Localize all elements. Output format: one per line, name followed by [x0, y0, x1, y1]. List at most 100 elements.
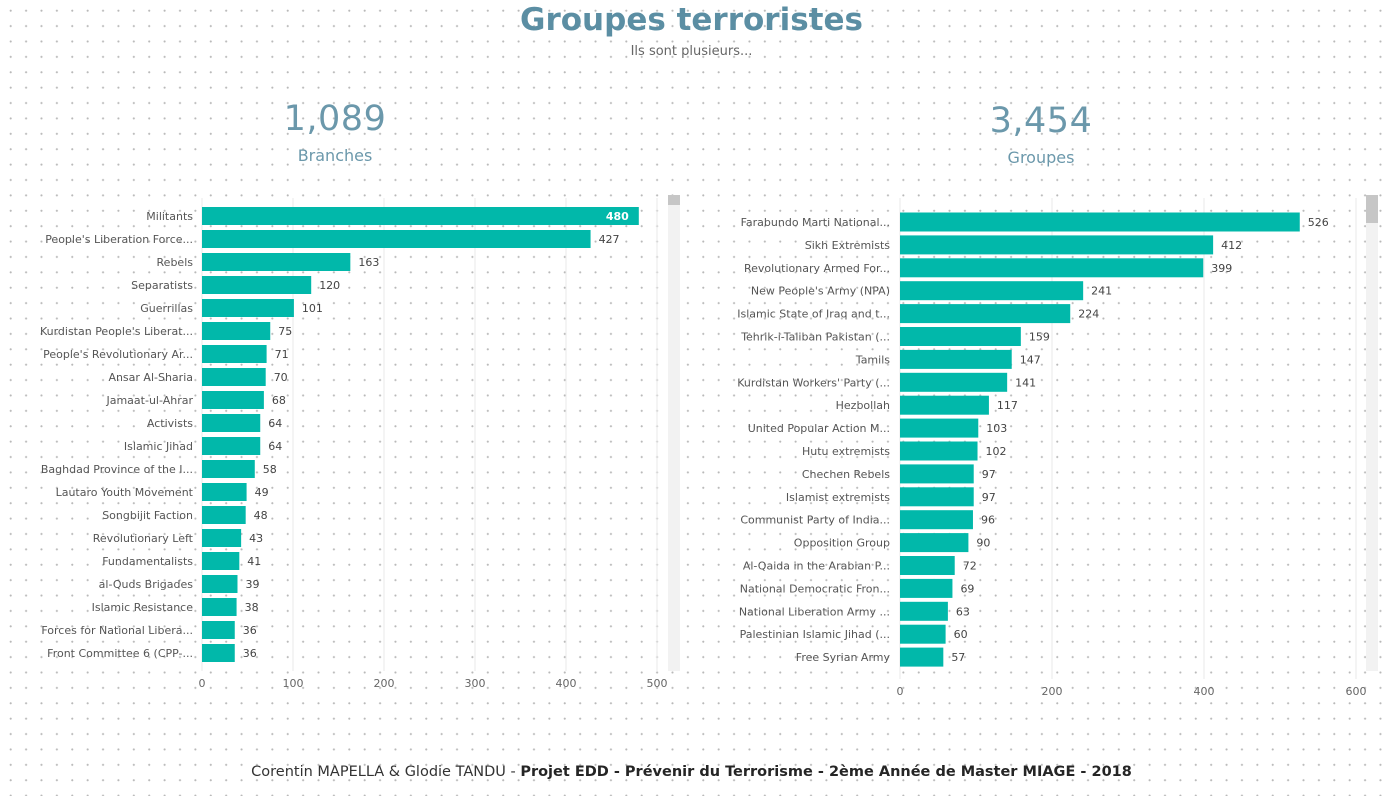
branches-category-label: Jamaat-ul-Ahrar: [105, 394, 193, 407]
groupes-category-label: United Popular Action M...: [748, 422, 890, 435]
groupes-category-label: Communist Party of India...: [740, 514, 890, 527]
branches-bar[interactable]: [202, 207, 639, 225]
groupes-bar[interactable]: [900, 235, 1214, 255]
groupes-category-label: Tehrik-i-Taliban Pakistan (...: [740, 331, 890, 344]
branches-category-label: Revolutionary Left: [93, 532, 194, 545]
groupes-value-label: 412: [1221, 239, 1242, 252]
branches-bar[interactable]: [202, 598, 237, 616]
groupes-value-label: 69: [960, 582, 974, 595]
branches-tick-label: 300: [465, 677, 486, 690]
branches-bar[interactable]: [202, 437, 261, 455]
groupes-bar[interactable]: [900, 212, 1300, 232]
groupes-bar[interactable]: [900, 258, 1204, 278]
branches-bar[interactable]: [202, 414, 261, 432]
groupes-value-label: 102: [986, 445, 1007, 458]
branches-value-label: 58: [263, 463, 277, 476]
groupes-category-label: National Democratic Fron...: [740, 582, 890, 595]
branches-value-label: 71: [275, 348, 289, 361]
groupes-category-label: Kurdistan Workers' Party (...: [737, 376, 890, 389]
groupes-bar[interactable]: [900, 510, 973, 530]
groupes-bar[interactable]: [900, 395, 989, 415]
branches-value-label: 480: [606, 210, 629, 223]
groupes-value-label: 96: [981, 514, 995, 527]
branches-value-label: 38: [245, 601, 259, 614]
groupes-category-label: Al-Qaida in the Arabian P...: [743, 560, 890, 573]
groupes-bar[interactable]: [900, 533, 969, 553]
groupes-bar[interactable]: [900, 281, 1084, 301]
branches-tick-label: 500: [647, 677, 668, 690]
groupes-scrollbar-thumb[interactable]: [1366, 195, 1378, 223]
branches-value-label: 75: [278, 325, 292, 338]
page-subtitle: Ils sont plusieurs...: [630, 44, 753, 59]
branches-value-label: 36: [243, 624, 257, 637]
groupes-bar[interactable]: [900, 349, 1012, 369]
branches-value-label: 64: [268, 440, 282, 453]
branches-bar[interactable]: [202, 575, 238, 593]
branches-bar-chart[interactable]: 0 100 200 300 400 500 Militants 480 People's Lib…: [0, 190, 690, 695]
kpi-groupes-label: Groupes: [1007, 148, 1075, 167]
branches-bar[interactable]: [202, 644, 235, 662]
branches-value-label: 36: [243, 647, 257, 660]
groupes-value-label: 241: [1091, 285, 1112, 298]
groupes-bar[interactable]: [900, 647, 944, 667]
branches-value-label: 49: [255, 486, 269, 499]
groupes-value-label: 63: [956, 605, 970, 618]
branches-scrollbar[interactable]: [668, 195, 680, 671]
groupes-bar[interactable]: [900, 601, 948, 621]
branches-bar[interactable]: [202, 391, 264, 409]
branches-bar[interactable]: [202, 506, 246, 524]
branches-bar[interactable]: [202, 345, 267, 363]
branches-category-label: Front Committee 6 (CPP-...: [47, 647, 193, 660]
branches-tick-label: 100: [283, 677, 304, 690]
groupes-scrollbar[interactable]: [1366, 195, 1378, 671]
groupes-category-label: Opposition Group: [794, 537, 890, 550]
branches-value-label: 120: [319, 279, 340, 292]
groupes-tick-label: 200: [1042, 685, 1063, 695]
groupes-bar[interactable]: [900, 464, 974, 484]
branches-bar[interactable]: [202, 299, 294, 317]
branches-category-label: Activists: [147, 417, 193, 430]
branches-bar[interactable]: [202, 368, 266, 386]
branches-bar[interactable]: [202, 621, 235, 639]
branches-bar[interactable]: [202, 460, 255, 478]
groupes-bar[interactable]: [900, 578, 953, 598]
branches-value-label: 64: [268, 417, 282, 430]
branches-bar[interactable]: [202, 483, 247, 501]
groupes-category-label: Chechen Rebels: [802, 468, 890, 481]
branches-chart-svg: 0 100 200 300 400 500 Militants 480 People's Lib…: [40, 195, 680, 690]
branches-category-label: Ansar Al-Sharia: [108, 371, 193, 384]
kpi-groupes-value: 3,454: [989, 101, 1093, 141]
branches-value-label: 68: [272, 394, 286, 407]
branches-bar[interactable]: [202, 230, 591, 248]
branches-tick-label: 200: [374, 677, 395, 690]
groupes-category-label: Palestinian Islamic Jihad (...: [740, 628, 890, 641]
branches-category-label: Fundamentalists: [102, 555, 193, 568]
branches-bar[interactable]: [202, 253, 351, 271]
branches-category-label: Islamic Jihad: [124, 440, 193, 453]
groupes-bar[interactable]: [900, 556, 955, 575]
branches-bar[interactable]: [202, 322, 271, 340]
groupes-chart-svg: 0 200 400 600 Farabundo Marti National... 526…: [737, 195, 1378, 695]
branches-scrollbar-thumb[interactable]: [668, 195, 680, 205]
groupes-bar[interactable]: [900, 624, 946, 644]
footer: Corentin MAPELLA & Glodie TANDU - Projet…: [0, 764, 1383, 780]
page-title: Groupes terroristes: [520, 2, 863, 38]
branches-category-label: Guerrillas: [140, 302, 193, 315]
groupes-bar[interactable]: [900, 304, 1071, 324]
groupes-bar[interactable]: [900, 372, 1008, 392]
groupes-bar-chart[interactable]: 0 200 400 600 Farabundo Marti National... 526…: [700, 190, 1383, 695]
groupes-category-label: National Liberation Army ...: [739, 605, 890, 618]
branches-bar[interactable]: [202, 276, 312, 294]
branches-bar[interactable]: [202, 552, 240, 570]
branches-category-label: Militants: [146, 210, 193, 223]
groupes-value-label: 399: [1211, 262, 1232, 275]
branches-category-label: al-Quds Brigades: [99, 578, 194, 591]
branches-bar[interactable]: [202, 529, 242, 547]
groupes-bar[interactable]: [900, 327, 1021, 346]
branches-value-label: 48: [254, 509, 268, 522]
kpi-branches-value: 1,089: [283, 99, 387, 139]
groupes-bar[interactable]: [900, 487, 974, 507]
groupes-value-label: 57: [951, 651, 965, 664]
groupes-bar[interactable]: [900, 418, 979, 438]
groupes-bar[interactable]: [900, 441, 978, 461]
